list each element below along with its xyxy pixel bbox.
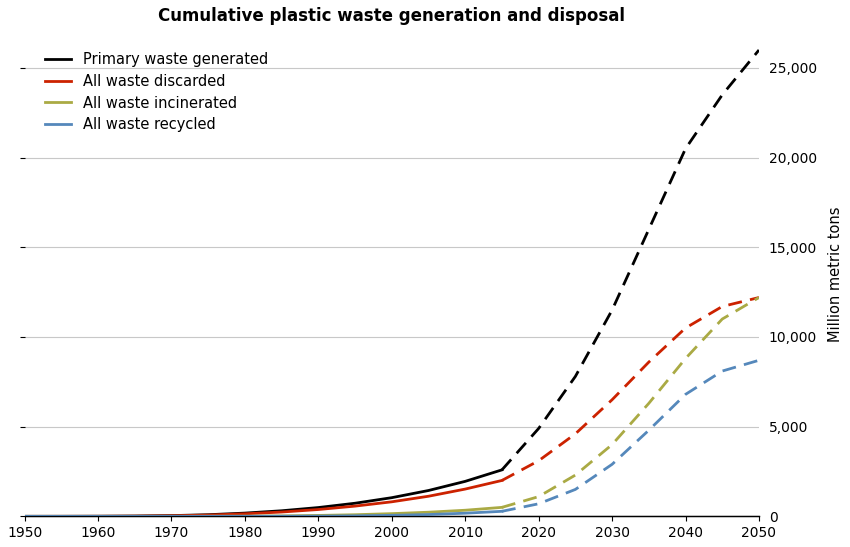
Title: Cumulative plastic waste generation and disposal: Cumulative plastic waste generation and …	[158, 7, 626, 25]
Legend: Primary waste generated, All waste discarded, All waste incinerated, All waste r: Primary waste generated, All waste disca…	[39, 46, 274, 138]
Y-axis label: Million metric tons: Million metric tons	[828, 206, 843, 342]
